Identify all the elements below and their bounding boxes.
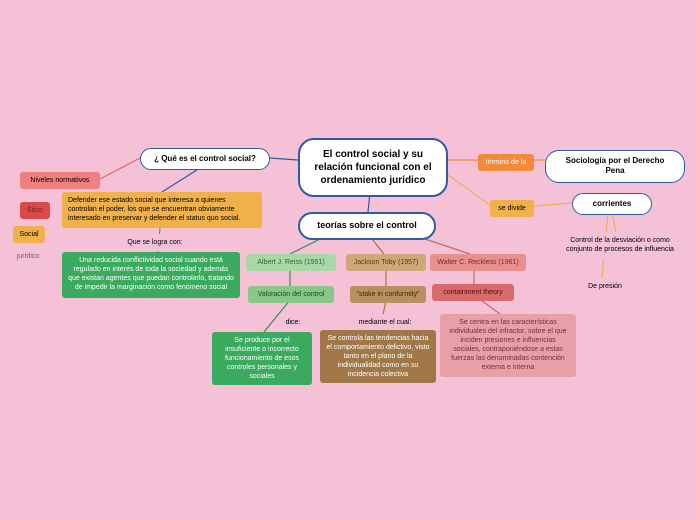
edge [162,168,200,192]
node-defender: Defender ese estado social que interesa … [62,192,262,228]
node-valoracion: Valoración del control [248,286,334,303]
node-que_es: ¿ Qué es el control social? [140,148,270,170]
node-controla: Se controla las tendencias hacia el comp… [320,330,436,383]
node-juridico: jurídico [10,248,46,265]
edge [270,158,298,160]
node-control_desv: Control de la desviación o como conjunto… [560,232,680,260]
edge [448,175,490,205]
node-presion: De presión [580,278,630,295]
edge [534,203,572,206]
node-main: El control social y su relación funciona… [298,138,448,197]
node-containment: containment theory [432,284,514,301]
node-stake: "stake in conformity" [350,286,426,303]
node-sociologia: Sociología por el Derecho Pena [545,150,685,183]
node-reducida: Una reducida conflictividad social cuand… [62,252,240,298]
node-social: Social [13,226,45,243]
node-teorias: teorías sobre el control [298,212,436,240]
edge [612,213,616,232]
node-reiss: Albert J. Reiss (1951) [246,254,336,271]
edge [100,158,140,179]
node-etico: Ético [20,202,50,219]
node-que_logra: Que se logra con: [110,234,200,251]
node-termino: término de la [478,154,534,171]
node-divide: se divide [490,200,534,217]
node-dice: dice: [278,314,308,331]
node-corrientes: corrientes [572,193,652,215]
node-niveles: Niveles normativos [20,172,100,189]
node-reckless: Walter C. Reckless (1961) [430,254,526,271]
node-centra: Se centra en las características individ… [440,314,576,377]
node-toby: Jackson Toby (1957) [346,254,426,271]
node-produce: Se produce por el insuficiente o incorre… [212,332,312,385]
node-mediante: mediante el cual: [350,314,420,331]
